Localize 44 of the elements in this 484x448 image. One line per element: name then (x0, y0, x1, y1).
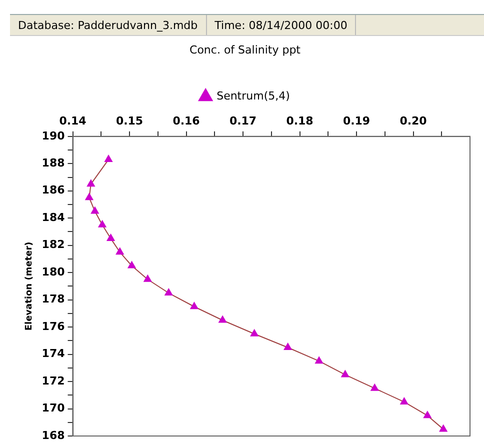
y-tick-label: 188 (42, 156, 65, 170)
x-tick-label: 0.18 (286, 114, 314, 128)
point (284, 342, 292, 350)
x-tick-label: 0.19 (342, 114, 370, 128)
y-tick-label: 172 (42, 374, 65, 388)
point (250, 329, 258, 336)
point (400, 397, 408, 404)
x-tick-label: 0.14 (59, 114, 87, 128)
y-axis-title: Elevation (meter) (24, 242, 35, 331)
point (370, 384, 379, 391)
y-tick-label: 176 (42, 320, 66, 333)
point (439, 424, 448, 432)
point (341, 370, 350, 378)
x-tick-label: 0.16 (172, 114, 200, 128)
point (104, 155, 112, 162)
y-tick-label: 168 (42, 428, 65, 442)
point (164, 288, 173, 296)
text: Time: 08/14/2000 00:00 (206, 15, 356, 35)
point (144, 274, 152, 282)
y-tick-label: 184 (42, 210, 66, 224)
point (423, 411, 432, 418)
point (90, 206, 99, 214)
y-tick-label: 170 (42, 402, 66, 415)
point (85, 193, 94, 200)
point (86, 180, 95, 187)
y-tick-label: 178 (42, 292, 65, 306)
point (218, 316, 227, 323)
point (116, 248, 124, 255)
y-tick-label: 174 (42, 347, 66, 360)
y-tick-label: 182 (42, 238, 65, 252)
legend-label: Sentrum(5,4) (216, 90, 290, 103)
text: Database: Padderudvann_3.mdb (10, 15, 207, 35)
y-tick-label: 180 (42, 265, 66, 278)
point (106, 234, 115, 242)
y-tick-label: 186 (42, 184, 66, 197)
point (98, 220, 106, 228)
x-tick-label: 0.20 (400, 114, 428, 128)
y-tick-label: 190 (42, 129, 66, 142)
point (315, 356, 324, 364)
x-tick-label: 0.15 (116, 114, 144, 128)
chart-title: Conc. of Salinity ppt (190, 43, 302, 56)
point (128, 261, 136, 268)
x-tick-label: 0.17 (229, 114, 257, 128)
point (190, 302, 198, 310)
